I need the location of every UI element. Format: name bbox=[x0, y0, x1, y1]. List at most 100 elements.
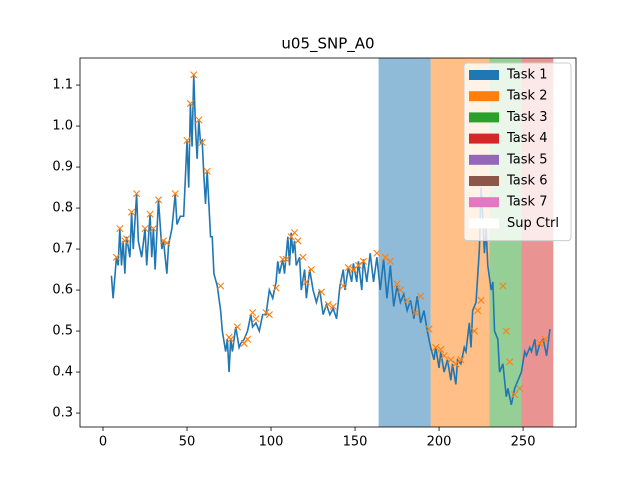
peak-marker bbox=[354, 261, 363, 270]
peak-marker bbox=[112, 253, 121, 261]
x-tick-label: 150 bbox=[343, 435, 368, 450]
peak-marker bbox=[317, 288, 326, 296]
peak-marker bbox=[307, 265, 315, 274]
peak-marker bbox=[452, 360, 460, 368]
peak-marker bbox=[163, 239, 171, 247]
peak-marker bbox=[198, 138, 206, 147]
chart-title: u05_SNP_A0 bbox=[281, 35, 374, 54]
peak-marker bbox=[329, 302, 337, 311]
peak-marker bbox=[299, 253, 307, 261]
peak-marker bbox=[411, 309, 420, 317]
peak-marker bbox=[252, 315, 260, 323]
peak-marker bbox=[116, 224, 124, 233]
peak-marker bbox=[183, 136, 191, 144]
legend-swatch bbox=[469, 133, 499, 144]
peak-marker bbox=[190, 71, 198, 79]
legend-swatch bbox=[469, 91, 499, 102]
peak-marker bbox=[425, 325, 433, 333]
peak-marker bbox=[393, 280, 401, 288]
peak-marker bbox=[474, 306, 482, 315]
peak-marker bbox=[149, 224, 158, 233]
y-tick-label: 0.3 bbox=[52, 406, 73, 421]
legend-label: Task 3 bbox=[506, 110, 547, 125]
legend-label: Task 7 bbox=[506, 195, 547, 210]
peak-marker bbox=[541, 335, 549, 343]
x-tick-label: 250 bbox=[511, 435, 536, 450]
y-tick-label: 0.8 bbox=[52, 201, 73, 216]
peak-marker bbox=[359, 257, 368, 265]
peak-marker bbox=[265, 311, 273, 319]
peak-marker bbox=[396, 286, 405, 294]
peak-marker bbox=[432, 343, 440, 352]
peak-marker bbox=[290, 229, 299, 237]
x-tick-label: 100 bbox=[259, 435, 284, 450]
peak-marker bbox=[127, 208, 136, 216]
legend-label: Task 4 bbox=[506, 131, 547, 146]
legend-label: Task 5 bbox=[506, 152, 547, 167]
peak-marker bbox=[373, 249, 381, 257]
peak-marker bbox=[502, 327, 510, 335]
y-tick-label: 0.7 bbox=[52, 242, 73, 257]
legend-label: Task 6 bbox=[506, 174, 547, 189]
peak-marker bbox=[133, 190, 141, 198]
peak-marker bbox=[171, 190, 179, 198]
peak-marker bbox=[217, 282, 225, 290]
peak-marker bbox=[516, 384, 524, 393]
peak-marker bbox=[294, 237, 302, 245]
legend-label: Task 1 bbox=[506, 68, 547, 83]
peak-marker bbox=[302, 278, 310, 286]
peak-marker bbox=[477, 296, 485, 304]
peak-marker bbox=[324, 300, 332, 308]
peak-marker bbox=[499, 282, 507, 290]
peak-marker bbox=[344, 263, 352, 272]
peak-marker bbox=[403, 296, 411, 304]
peak-marker bbox=[437, 345, 445, 354]
y-tick-label: 0.6 bbox=[52, 283, 73, 298]
task-span bbox=[378, 58, 431, 427]
peak-marker bbox=[141, 224, 149, 233]
peak-marker bbox=[233, 323, 242, 331]
y-tick-label: 0.9 bbox=[52, 160, 73, 175]
peak-marker bbox=[243, 335, 252, 343]
y-tick-label: 1.0 bbox=[52, 119, 73, 134]
y-tick-label: 1.1 bbox=[52, 78, 73, 93]
peak-marker bbox=[339, 282, 347, 290]
peak-marker bbox=[262, 309, 270, 317]
peak-marker bbox=[381, 253, 389, 261]
peak-marker bbox=[186, 99, 194, 108]
x-tick-label: 50 bbox=[179, 435, 196, 450]
peak-marker bbox=[248, 309, 257, 317]
peak-marker bbox=[440, 352, 448, 360]
peak-marker bbox=[447, 356, 455, 364]
x-tick-label: 200 bbox=[427, 435, 452, 450]
peak-marker bbox=[279, 255, 287, 263]
peak-marker bbox=[470, 327, 478, 335]
legend-swatch bbox=[469, 70, 499, 80]
peak-marker bbox=[416, 292, 425, 300]
peak-marker bbox=[506, 358, 514, 366]
peak-marker bbox=[146, 210, 154, 218]
legend-box bbox=[463, 62, 572, 242]
legend-swatch bbox=[469, 197, 499, 208]
peak-marker bbox=[154, 196, 163, 204]
peak-marker bbox=[386, 257, 394, 265]
legend-label: Task 2 bbox=[506, 89, 547, 104]
peak-marker bbox=[511, 391, 519, 399]
legend-swatch bbox=[469, 218, 499, 229]
peak-marker bbox=[457, 356, 465, 364]
axes-frame bbox=[79, 57, 577, 428]
peak-marker bbox=[195, 116, 203, 124]
legend-swatch bbox=[469, 176, 499, 186]
y-tick-label: 0.4 bbox=[52, 365, 73, 380]
peak-marker bbox=[203, 167, 211, 175]
peak-marker bbox=[122, 235, 131, 243]
peak-marker bbox=[282, 255, 290, 263]
x-tick-label: 0 bbox=[99, 435, 107, 450]
peak-marker bbox=[227, 335, 235, 343]
legend-swatch bbox=[469, 112, 499, 123]
peak-marker bbox=[349, 265, 357, 274]
legend-swatch bbox=[469, 154, 499, 165]
legend-label: Sup Ctrl bbox=[507, 216, 559, 231]
peak-marker bbox=[272, 284, 280, 292]
